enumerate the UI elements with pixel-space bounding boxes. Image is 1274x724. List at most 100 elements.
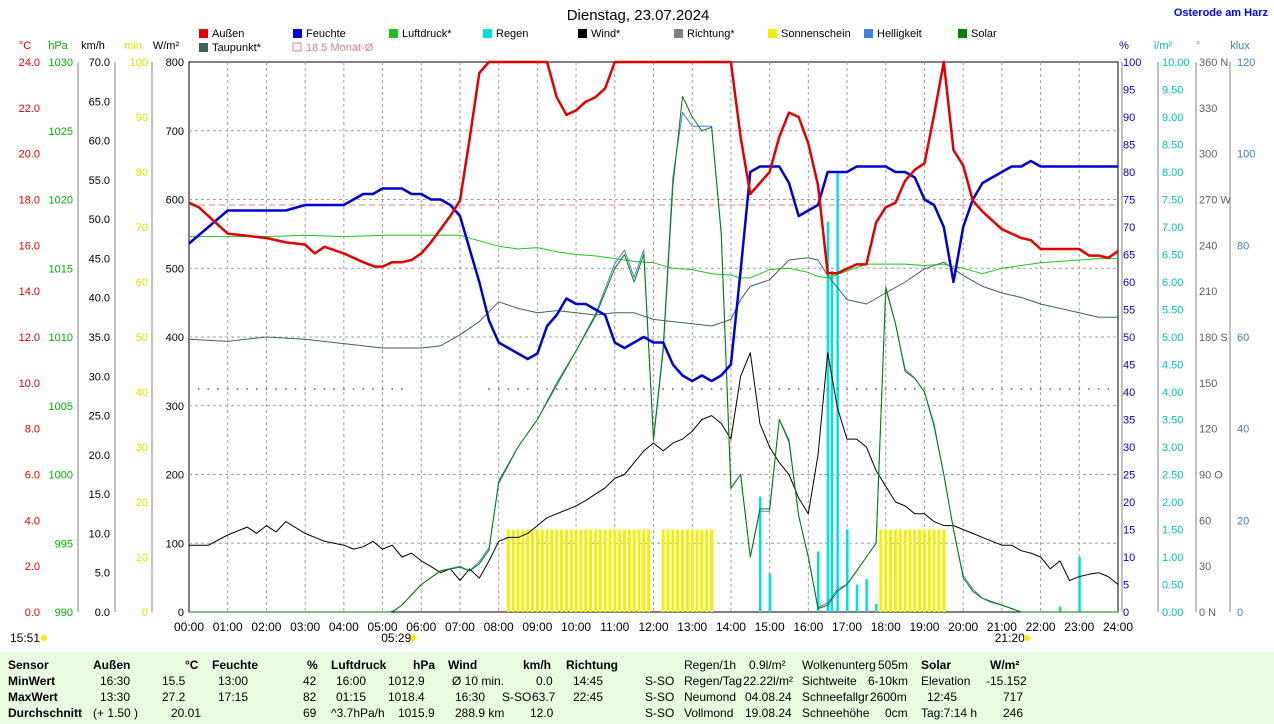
x-tick-label: 10:00 (561, 620, 591, 634)
stats-solar-key: Elevation (921, 674, 971, 688)
sunshine-bar (685, 529, 689, 612)
sunshine-bar (521, 529, 525, 612)
direction-dot (207, 387, 210, 390)
sunshine-bar (922, 529, 926, 612)
rain-bar (817, 551, 820, 612)
tick-label-humidity: 40 (1123, 387, 1135, 399)
direction-dot (778, 387, 781, 390)
direction-dot (913, 387, 916, 390)
stats-row-label: Durchschnitt (8, 706, 83, 720)
stats-row-label: MinWert (8, 674, 56, 688)
x-tick-label: 04:00 (329, 620, 359, 634)
tick-label-sunshine: 60 (136, 277, 148, 289)
stats-extra-val2: 0cm (885, 706, 908, 720)
sunshine-bar (647, 529, 651, 612)
tick-label-direction: 240 (1199, 240, 1217, 252)
tick-label-solar: 300 (166, 401, 184, 413)
tick-label-rain: 2.50 (1162, 470, 1183, 482)
x-tick-label: 18:00 (871, 620, 901, 634)
legend-swatch (389, 29, 398, 38)
tick-label-humidity: 25 (1123, 470, 1135, 482)
stats-extra-key: Vollmond (684, 706, 734, 720)
stats-aussen-val: 15.5 (162, 674, 186, 688)
stats-header-luftdruck: Luftdruck (331, 658, 387, 672)
direction-dot (555, 387, 558, 390)
tick-label-direction: 330 (1199, 103, 1217, 115)
stats-druck-time: ^3.7hPa/h (331, 706, 385, 720)
sunshine-bar (574, 529, 578, 612)
direction-dot (400, 387, 403, 390)
sunshine-bar (893, 529, 897, 612)
legend-label: Außen (212, 28, 244, 40)
direction-dot (497, 387, 500, 390)
direction-dot (294, 387, 297, 390)
x-tick-label: 02:00 (251, 620, 281, 634)
direction-dot (652, 387, 655, 390)
x-tick-label: 11:00 (600, 620, 629, 634)
stats-solar-unit: W/m² (990, 658, 1020, 672)
legend-swatch (292, 42, 302, 52)
direction-dot (720, 387, 723, 390)
x-tick-label: 20:00 (948, 620, 978, 634)
x-tick-label: 16:00 (793, 620, 823, 634)
direction-dot (246, 387, 249, 390)
direction-dot (381, 387, 384, 390)
stats-druck-val: 1018.4 (388, 690, 425, 704)
sunshine-bar (637, 529, 641, 612)
stats-extra-key: Neumond (684, 690, 737, 704)
direction-dot (1068, 387, 1071, 390)
x-tick-label: 07:00 (445, 620, 475, 634)
tick-label-wind: 0.0 (95, 607, 110, 619)
stats-panel: Sensor Außen °C Feuchte % Luftdruck hPa … (0, 652, 1274, 724)
tick-label-temp: 14.0 (19, 286, 40, 298)
tick-label-wind: 25.0 (89, 411, 110, 423)
tick-label-temp: 20.0 (19, 149, 40, 161)
direction-dot (565, 387, 568, 390)
direction-dot (487, 387, 490, 390)
tick-label-pressure: 1000 (49, 470, 73, 482)
tick-label-rain: 8.00 (1162, 167, 1183, 179)
legend-label: Solar (971, 28, 997, 40)
direction-dot (323, 387, 326, 390)
direction-dot (904, 387, 907, 390)
direction-dot (633, 387, 636, 390)
tick-label-pressure: 1020 (49, 195, 73, 207)
stats-richtung-time: 14:45 (573, 674, 604, 688)
tick-label-direction: 180 S (1199, 332, 1228, 344)
stats-header-wind-unit: km/h (523, 658, 552, 672)
legend-label: Feuchte (306, 28, 346, 40)
stats-solar-val: 717 (1003, 690, 1024, 704)
direction-dot (284, 387, 287, 390)
sunshine-bar (540, 529, 544, 612)
tick-label-wind: 35.0 (89, 332, 110, 344)
axis-unit-rain: l/m² (1154, 40, 1173, 52)
direction-dot (594, 387, 597, 390)
stats-extra-val2: 505m (878, 658, 909, 672)
tick-label-solar: 600 (166, 195, 184, 207)
stats-header-aussen: Außen (93, 658, 131, 672)
direction-dot (846, 387, 849, 390)
tick-label-sunshine: 100 (130, 57, 148, 69)
tick-label-rain: 2.00 (1162, 497, 1183, 509)
tick-label-humidity: 60 (1123, 277, 1135, 289)
legend-swatch (199, 43, 208, 52)
tick-label-rain: 9.00 (1162, 112, 1183, 124)
stats-feuchte-time: 17:15 (218, 690, 249, 704)
tick-label-brightness: 40 (1237, 424, 1249, 436)
tick-label-wind: 30.0 (89, 371, 110, 383)
tick-label-temp: 0.0 (25, 607, 40, 619)
tick-label-rain: 3.00 (1162, 442, 1183, 454)
stats-wind-dir: S-SO (502, 690, 532, 704)
tick-label-rain: 6.50 (1162, 250, 1183, 262)
rain-bar (836, 172, 839, 612)
tick-label-wind: 50.0 (89, 214, 110, 226)
tick-label-sunshine: 0 (142, 607, 148, 619)
direction-dot (1107, 387, 1110, 390)
sunshine-bar (705, 529, 709, 612)
axis-unit-solar: W/m² (153, 40, 180, 52)
stats-aussen-val: 27.2 (162, 690, 186, 704)
stats-druck-time: 16:00 (336, 674, 367, 688)
direction-dot (749, 387, 752, 390)
direction-dot (923, 387, 926, 390)
tick-label-rain: 4.00 (1162, 387, 1183, 399)
